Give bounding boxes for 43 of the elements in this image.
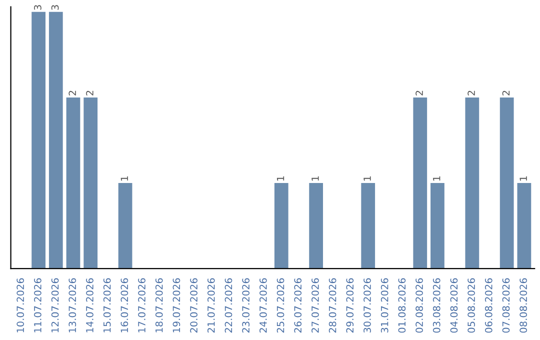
x-tick-label: 13.07.2026	[68, 278, 76, 332]
data-label: 1	[520, 176, 527, 181]
data-label: 2	[86, 90, 94, 96]
data-label: 3	[51, 5, 59, 10]
x-tick-label: 27.07.2026	[312, 278, 319, 333]
x-tick-label: 17.07.2026	[138, 278, 146, 332]
data-label: 1	[364, 176, 371, 181]
data-label: 3	[34, 5, 42, 10]
x-tick-label: 04.08.2026	[450, 278, 458, 333]
x-tick-label: 14.07.2026	[86, 278, 94, 332]
x-tick-label: 05.08.2026	[468, 278, 475, 333]
data-label: 2	[468, 90, 475, 96]
data-label: 1	[276, 176, 284, 181]
x-tick-label: 26.07.2026	[294, 278, 302, 333]
data-label: 1	[120, 176, 128, 181]
x-tick-label: 10.07.2026	[16, 278, 24, 332]
x-tick-label: 11.07.2026	[34, 278, 42, 332]
x-tick-label: 20.07.2026	[190, 278, 198, 333]
x-tick-label: 19.07.2026	[172, 278, 180, 332]
x-tick-label: 16.07.2026	[120, 278, 128, 332]
x-tick-label: 23.07.2026	[242, 278, 250, 333]
x-tick-label: 31.07.2026	[380, 278, 388, 333]
x-tick-label: 30.07.2026	[364, 278, 371, 333]
x-tick-label: 29.07.2026	[346, 278, 354, 333]
x-tick-label: 18.07.2026	[155, 278, 163, 332]
x-tick-label: 03.08.2026	[432, 278, 440, 333]
data-label: 1	[433, 176, 440, 181]
x-tick-label: 24.07.2026	[259, 278, 267, 333]
x-tick-label: 02.08.2026	[416, 278, 423, 333]
x-tick-label: 22.07.2026	[224, 278, 232, 333]
x-tick-label: 01.08.2026	[398, 278, 406, 333]
x-tick-label: 07.08.2026	[502, 278, 510, 333]
x-tick-label: 06.08.2026	[484, 278, 492, 333]
data-label: 2	[502, 90, 510, 96]
data-label: 2	[68, 90, 76, 96]
data-label: 1	[312, 176, 319, 181]
x-tick-label: 25.07.2026	[276, 278, 284, 333]
x-tick-label: 12.07.2026	[51, 278, 59, 332]
x-tick-label: 08.08.2026	[520, 278, 528, 333]
x-tick-label: 21.07.2026	[207, 278, 215, 333]
x-tick-label: 15.07.2026	[103, 278, 111, 332]
x-tick-label: 28.07.2026	[328, 278, 336, 333]
data-label: 2	[416, 90, 423, 96]
